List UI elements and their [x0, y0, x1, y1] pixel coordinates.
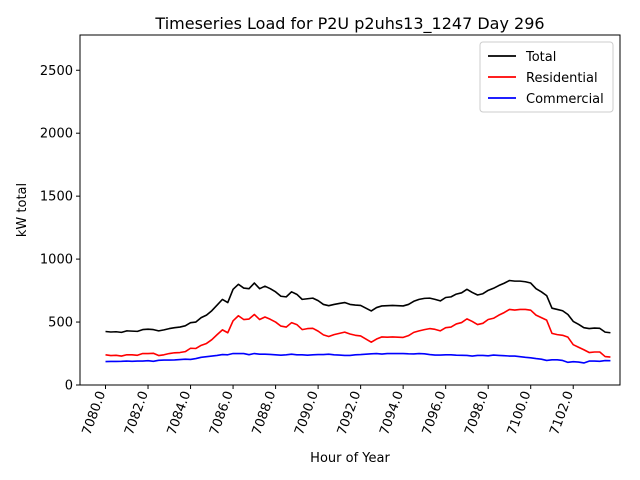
y-tick-label: 2500 [40, 64, 73, 79]
legend: Total Residential Commercial [479, 41, 614, 113]
x-axis-label: Hour of Year [310, 451, 390, 466]
legend-label-commercial: Commercial [526, 92, 604, 107]
series-line-total [105, 279, 611, 334]
y-tick-label: 500 [48, 316, 73, 331]
y-tick-label: 1500 [40, 190, 73, 205]
chart-title: Timeseries Load for P2U p2uhs13_1247 Day… [154, 14, 544, 34]
y-tick-label: 2000 [40, 127, 73, 142]
y-tick-label: 1000 [40, 253, 73, 268]
legend-label-residential: Residential [526, 71, 598, 86]
plot-frame [79, 34, 621, 386]
series-line-residential [105, 308, 611, 358]
legend-box [479, 41, 614, 113]
y-tick-label: 0 [65, 379, 73, 394]
series-line-commercial [105, 352, 611, 364]
legend-label-total: Total [525, 50, 556, 65]
y-axis-label: kW total [15, 183, 30, 237]
series-layer [105, 279, 611, 364]
